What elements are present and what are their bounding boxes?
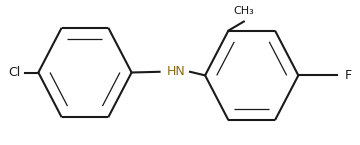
Text: CH₃: CH₃ [233, 6, 254, 16]
Text: F: F [344, 69, 351, 82]
Text: HN: HN [166, 65, 185, 78]
Text: Cl: Cl [9, 66, 21, 79]
